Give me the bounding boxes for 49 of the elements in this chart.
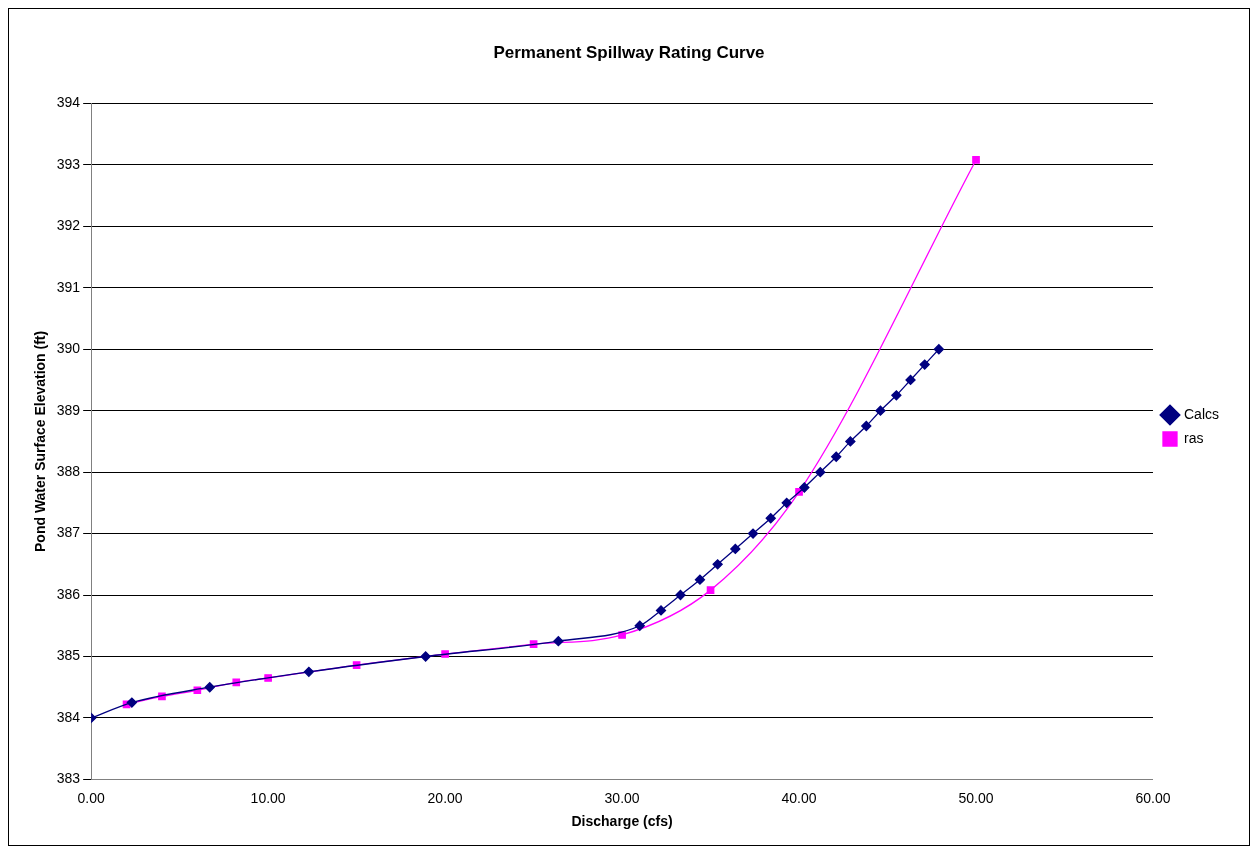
x-tick-label: 30.00 xyxy=(604,789,640,806)
y-tick-label: 387 xyxy=(56,524,81,541)
x-tick-label: 60.00 xyxy=(1135,789,1171,806)
point xyxy=(204,682,215,693)
point xyxy=(553,635,564,647)
point xyxy=(905,374,916,386)
point xyxy=(781,497,792,509)
point xyxy=(845,436,856,447)
point xyxy=(799,482,810,493)
x-tick-label: 40.00 xyxy=(781,789,817,806)
legend-label: ras xyxy=(1183,429,1204,446)
point xyxy=(706,586,715,594)
point xyxy=(655,605,667,616)
legend-label: Calcs xyxy=(1183,405,1220,422)
x-tick-label: 0.00 xyxy=(77,789,105,806)
point xyxy=(694,574,706,585)
y-tick-label: 391 xyxy=(56,278,81,295)
point xyxy=(303,666,314,678)
point xyxy=(634,620,645,631)
y-axis-title: Pond Water Surface Elevation (ft) xyxy=(32,330,49,552)
point xyxy=(765,513,776,524)
y-tick-label: 385 xyxy=(56,647,81,664)
point xyxy=(815,466,826,478)
point xyxy=(747,528,759,539)
point xyxy=(933,344,945,355)
point xyxy=(831,451,842,462)
y-tick-label: 392 xyxy=(56,217,81,234)
x-tick-label: 10.00 xyxy=(250,789,286,806)
y-tick-label: 384 xyxy=(56,708,81,725)
point xyxy=(972,156,980,164)
point xyxy=(875,405,886,416)
y-tick-label: 383 xyxy=(56,770,81,787)
y-tick-label: 388 xyxy=(56,462,81,479)
y-tick-label: 386 xyxy=(56,585,81,602)
point xyxy=(420,651,431,662)
x-tick-label: 20.00 xyxy=(427,789,463,806)
point xyxy=(861,420,872,432)
point xyxy=(712,559,723,570)
point xyxy=(919,359,930,370)
y-tick-label: 390 xyxy=(56,340,81,357)
point xyxy=(126,697,138,708)
x-axis-title: Discharge (cfs) xyxy=(571,813,673,830)
y-tick-label: 393 xyxy=(56,155,81,172)
point xyxy=(891,390,902,401)
chart-title: Permanent Spillway Rating Curve xyxy=(493,42,765,62)
x-tick-label: 50.00 xyxy=(958,789,994,806)
point xyxy=(730,543,741,555)
y-tick-label: 394 xyxy=(56,94,81,111)
y-tick-label: 389 xyxy=(56,401,81,418)
